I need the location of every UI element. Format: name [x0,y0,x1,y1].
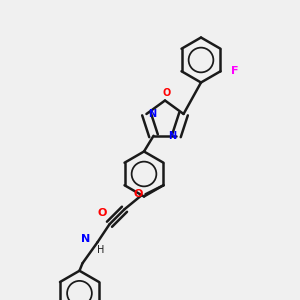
Text: H: H [98,245,105,255]
Text: N: N [148,109,157,119]
Text: O: O [97,208,107,218]
Text: O: O [133,189,142,199]
Text: N: N [81,234,90,244]
Text: N: N [168,131,176,141]
Text: O: O [162,88,171,98]
Text: F: F [231,66,238,76]
